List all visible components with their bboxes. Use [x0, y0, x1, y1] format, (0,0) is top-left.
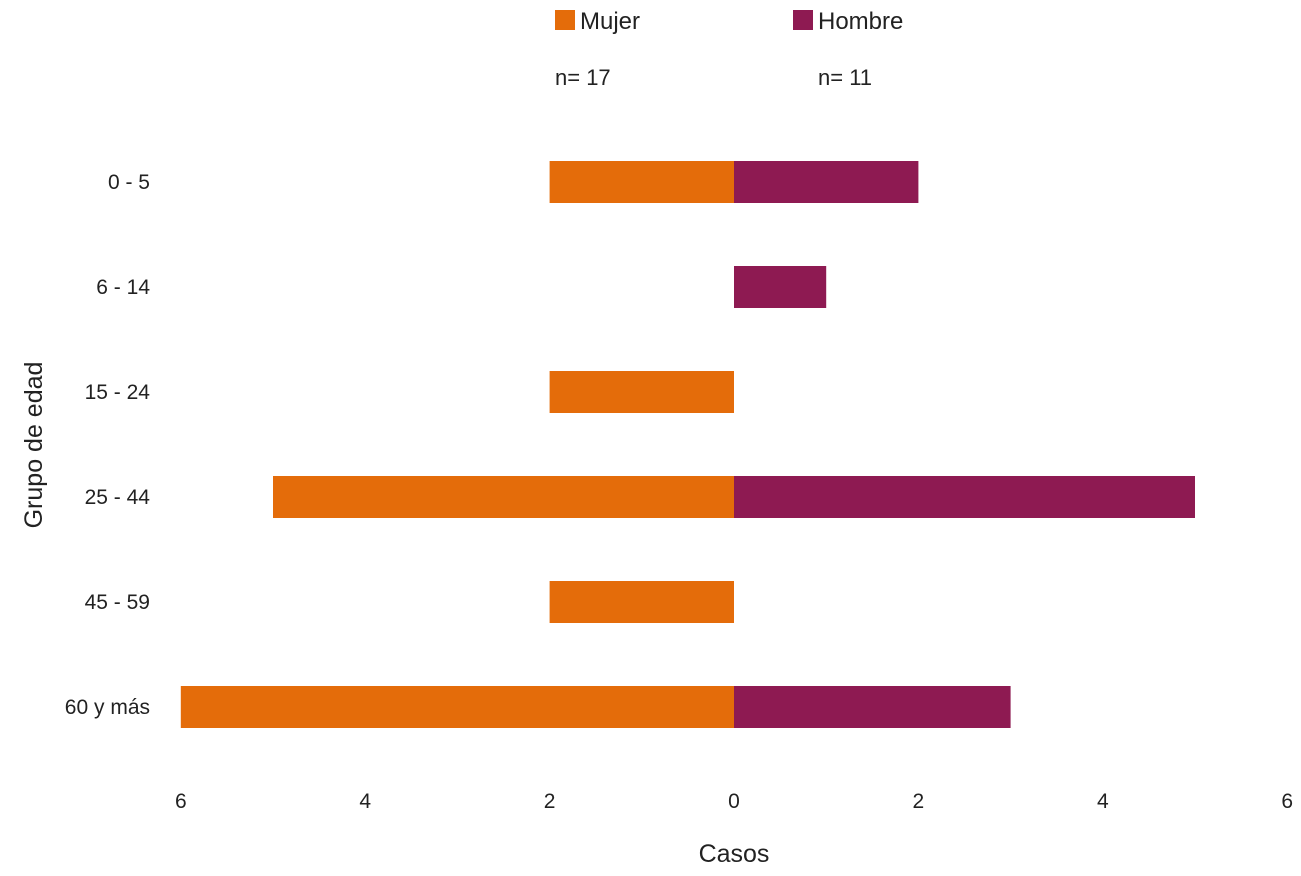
x-tick-labels: 6 4 2 0 2 4 6 [175, 790, 1293, 813]
y-tick-label: 15 - 24 [85, 381, 151, 404]
legend-swatch-mujer [555, 10, 575, 30]
x-tick-label: 0 [728, 790, 740, 813]
legend-label-mujer: Mujer [580, 8, 640, 35]
y-tick-labels: 0 - 5 6 - 14 15 - 24 25 - 44 45 - 59 60 y más [65, 171, 151, 719]
legend: Mujer Hombre [555, 8, 903, 35]
x-tick-label: 2 [544, 790, 556, 813]
y-tick-label: 25 - 44 [85, 486, 151, 509]
bar-mujer-3 [273, 476, 734, 518]
y-tick-label: 0 - 5 [108, 171, 150, 194]
y-axis-title: Grupo de edad [20, 362, 48, 529]
bar-hombre-1 [734, 266, 827, 308]
legend-label-hombre: Hombre [818, 8, 903, 35]
bars-hombre [734, 161, 1195, 728]
y-tick-label: 6 - 14 [96, 276, 150, 299]
x-tick-label: 2 [913, 790, 925, 813]
bar-mujer-2 [549, 371, 734, 413]
bars-mujer [180, 161, 735, 728]
bar-mujer-4 [549, 581, 734, 623]
bar-hombre-5 [734, 686, 1011, 728]
x-tick-label: 4 [1097, 790, 1109, 813]
n-label-hombre: n= 11 [818, 65, 872, 90]
x-axis-title: Casos [699, 840, 770, 868]
x-tick-label: 6 [1281, 790, 1293, 813]
bar-mujer-0 [549, 161, 734, 203]
y-tick-label: 60 y más [65, 696, 150, 719]
y-tick-label: 45 - 59 [85, 591, 150, 614]
n-label-mujer: n= 17 [555, 65, 611, 90]
bar-hombre-0 [734, 161, 919, 203]
x-tick-label: 6 [175, 790, 187, 813]
bar-hombre-3 [734, 476, 1195, 518]
x-tick-label: 4 [359, 790, 371, 813]
bar-mujer-5 [180, 686, 735, 728]
legend-swatch-hombre [793, 10, 813, 30]
